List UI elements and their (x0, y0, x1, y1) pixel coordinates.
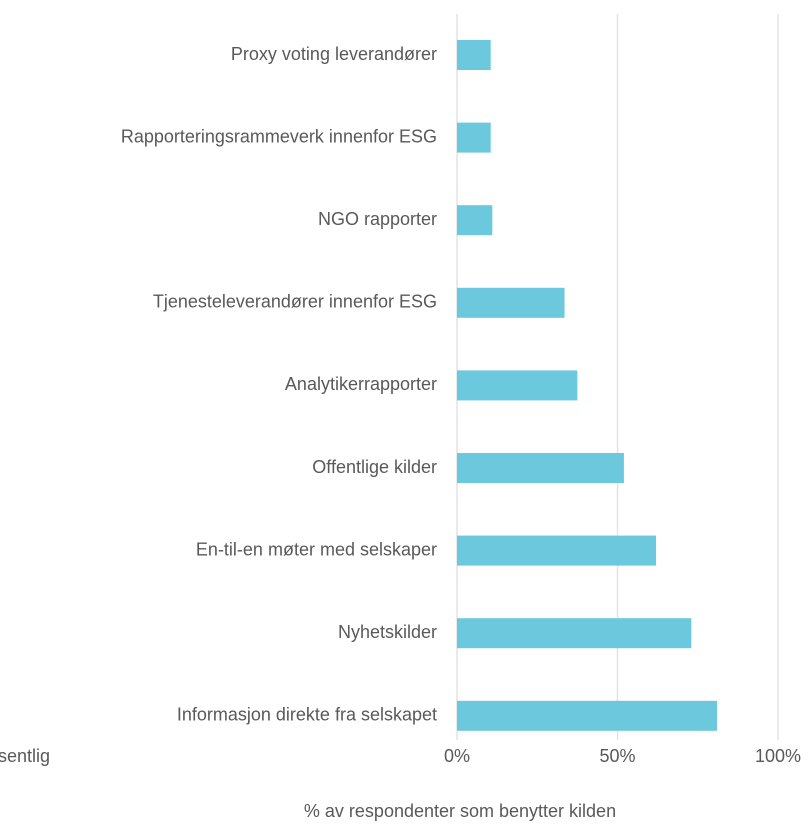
y-tick-label: Analytikerrapporter (285, 374, 437, 394)
x-tick-label: 50% (599, 746, 635, 766)
y-tick-label: Informasjon direkte fra selskapet (177, 705, 437, 725)
x-tick-label: 0% (444, 746, 470, 766)
y-tick-label: NGO rapporter (318, 209, 437, 229)
bar (457, 453, 624, 483)
y-tick-label: En-til-en møter med selskaper (196, 539, 437, 559)
x-tick-label: 100% (755, 746, 801, 766)
y-tick-label: Rapporteringsrammeverk innenfor ESG (121, 126, 437, 146)
bar (457, 535, 657, 566)
y-tick-label: Tjenesteleverandører innenfor ESG (153, 292, 437, 312)
bar (457, 618, 692, 649)
y-tick-label: Offentlige kilder (312, 457, 437, 477)
bar (457, 700, 718, 731)
bar (457, 205, 493, 236)
y-tick-label: Nyhetskilder (338, 622, 437, 642)
bar (457, 40, 491, 70)
bar (457, 287, 565, 318)
bar (457, 370, 578, 401)
y-tick-label: Proxy voting leverandører (231, 44, 437, 64)
bar (457, 122, 491, 153)
note: sentlig (0, 746, 50, 766)
x-axis-title: % av respondenter som benytter kilden (304, 801, 616, 821)
